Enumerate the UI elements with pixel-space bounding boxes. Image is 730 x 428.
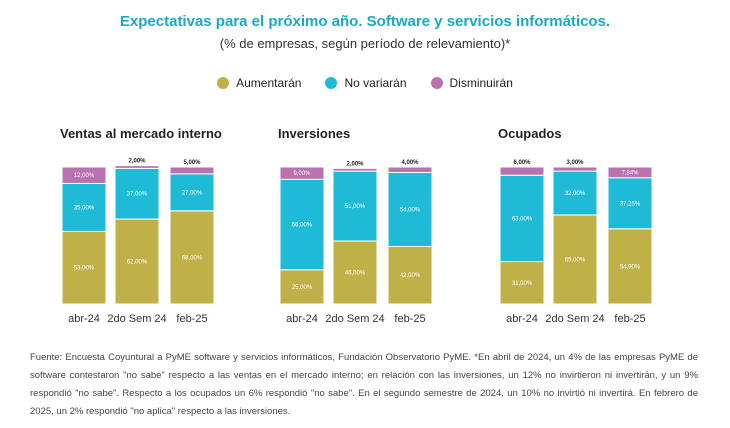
data-label: 37,00% [127,192,148,198]
legend-label-no-variaran: No variarán [344,76,407,90]
data-label: 31,00% [512,281,533,287]
data-label: 46,00% [345,270,366,276]
bar-segment-disminuiran [499,166,545,176]
data-label: 3,00% [566,160,584,166]
data-label: 62,00% [127,260,148,266]
panel-title-ventas-al-mercado-interno: Ventas al mercado interno [60,126,222,141]
data-label: 5,00% [183,160,201,166]
bar-segment-no-variaran [607,177,653,230]
bar-segment-no-variaran [114,167,160,220]
bar-segment-disminuiran [61,166,107,184]
data-label: 4,00% [401,160,419,166]
x-tick-label: feb-25 [176,313,207,325]
data-label: 66,00% [292,223,313,229]
bar-segment-no-variaran [332,170,378,242]
bar-segment-disminuiran [169,166,215,175]
data-label: 12,00% [74,173,95,179]
x-tick-label: 2do Sem 24 [325,313,384,325]
x-tick-label: feb-25 [394,313,425,325]
bar-segment-aumentaran [552,214,598,305]
data-label: 63,00% [512,216,533,222]
legend-item-disminuiran: Disminuirán [430,76,513,90]
legend-label-aumentaran: Aumentarán [236,76,302,90]
legend-swatch-disminuiran [430,77,443,89]
data-label: 32,00% [565,191,586,197]
data-label: 35,00% [74,205,95,211]
bar-segment-aumentaran [279,269,325,305]
bar-segment-no-variaran [387,171,433,247]
legend-swatch-aumentaran [217,77,230,89]
panel-title-inversiones: Inversiones [278,126,350,141]
data-label: 51,00% [345,204,366,210]
panel-title-ocupados: Ocupados [498,126,562,141]
bar-segment-no-variaran [169,173,215,212]
bar-segment-disminuiran [279,166,325,180]
bar-segment-aumentaran [499,261,545,305]
legend-item-no-variaran: No variarán [325,76,407,90]
data-label: 27,00% [182,190,203,196]
x-tick-label: feb-25 [614,313,645,325]
chart-subtitle: (% de empresas, según período de relevam… [219,36,511,51]
legend: Aumentarán No variarán Disminuirán [0,76,730,90]
legend-label-disminuiran: Disminuirán [449,76,513,90]
chart-title: Expectativas para el próximo año. Softwa… [119,13,611,30]
data-label: 42,00% [400,273,421,279]
data-label: 65,00% [565,257,586,263]
bar-segment-disminuiran [387,166,433,173]
data-label: 54,00% [400,207,421,213]
bar-segment-aumentaran [169,210,215,305]
bar-segment-aumentaran [332,240,378,305]
x-tick-label: 2do Sem 24 [545,313,604,325]
bar-segment-disminuiran [607,166,653,179]
data-label: 6,00% [513,160,531,166]
data-label: 53,00% [74,266,95,272]
data-label: 7,84% [621,170,639,176]
x-tick-label: abr-24 [68,313,100,325]
x-tick-label: 2do Sem 24 [107,313,166,325]
bar-segment-disminuiran [114,165,160,169]
bar-segment-disminuiran [552,166,598,172]
data-label: 2,00% [346,161,364,167]
bar-segment-no-variaran [552,170,598,216]
bar-segment-no-variaran [499,174,545,263]
source-footnote: Fuente: Encuesta Coyuntural a PyME softw… [30,352,698,417]
data-label: 68,00% [182,255,203,261]
x-tick-label: abr-24 [506,313,538,325]
data-label: 54,90% [620,264,641,270]
data-label: 9,00% [293,171,311,177]
data-label: 25,00% [292,285,313,291]
bar-segment-disminuiran [332,167,378,172]
legend-swatch-no-variaran [325,77,338,89]
data-label: 2,00% [128,159,146,165]
legend-item-aumentaran: Aumentarán [217,76,301,90]
bar-segment-aumentaran [61,230,107,305]
data-label: 37,25% [620,201,641,207]
stacked-bar-charts: Ventas al mercado interno 53,00% 35,00% 12,… [60,126,653,325]
bar-segment-aumentaran [387,245,433,305]
bar-segment-aumentaran [607,228,653,305]
x-tick-label: abr-24 [286,313,318,325]
